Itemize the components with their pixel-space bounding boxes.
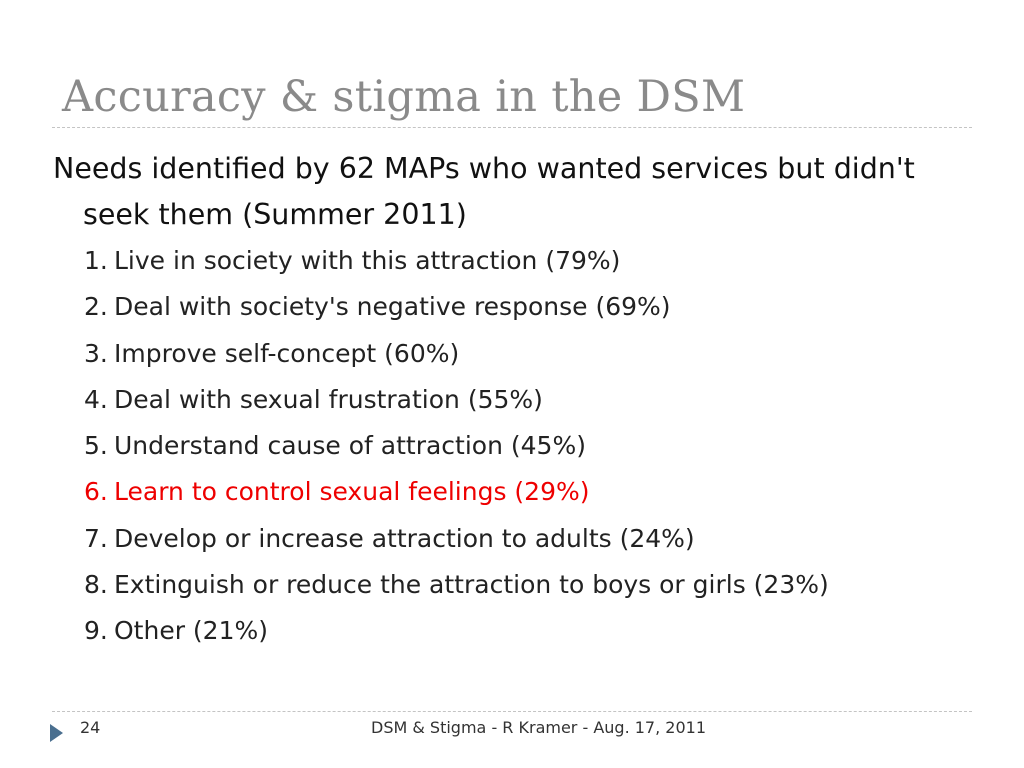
item-text: Other (21%) — [114, 616, 269, 646]
list-item: 3. Improve self-concept (60%) — [84, 331, 829, 377]
item-text: Learn to control sexual feelings (29%) — [114, 477, 590, 507]
item-number: 3. — [84, 338, 108, 368]
title-divider — [52, 127, 972, 128]
footer-divider — [52, 711, 972, 712]
intro-text: Needs identified by 62 MAPs who wanted s… — [53, 146, 993, 238]
list-item: 2. Deal with society's negative response … — [84, 284, 829, 330]
list-item: 8. Extinguish or reduce the attraction to… — [84, 562, 829, 608]
list-item: 7. Develop or increase attraction to adul… — [84, 516, 829, 562]
list-item: 1. Live in society with this attraction (… — [84, 238, 829, 284]
item-number: 8. — [84, 570, 108, 600]
list-item: 9. Other (21%) — [84, 608, 829, 654]
item-number: 2. — [84, 292, 108, 322]
footer-caption: DSM & Stigma - R Kramer - Aug. 17, 2011 — [371, 718, 706, 737]
intro-line-2: seek them (Summer 2011) — [83, 198, 467, 231]
slide-title: Accuracy & stigma in the DSM — [62, 72, 746, 122]
list-item-highlighted: 6. Learn to control sexual feelings (29%) — [84, 469, 829, 515]
item-text: Understand cause of attraction (45%) — [114, 431, 586, 461]
triangle-right-icon — [50, 724, 63, 742]
intro-line-1: Needs identified by 62 MAPs who wanted s… — [53, 152, 915, 185]
list-item: 4. Deal with sexual frustration (55%) — [84, 377, 829, 423]
item-text: Extinguish or reduce the attraction to b… — [114, 570, 829, 600]
item-number: 9. — [84, 616, 108, 646]
item-text: Deal with society's negative response (6… — [114, 292, 671, 322]
page-number: 24 — [80, 718, 101, 737]
item-number: 6. — [84, 477, 108, 507]
item-text: Live in society with this attraction (79… — [114, 246, 621, 275]
item-text: Deal with sexual frustration (55%) — [114, 384, 543, 414]
item-number: 5. — [84, 431, 108, 461]
needs-list: 1. Live in society with this attraction (… — [84, 238, 829, 655]
item-number: 7. — [84, 523, 108, 553]
item-text: Develop or increase attraction to adults… — [114, 523, 695, 553]
item-number: 1. — [84, 246, 108, 275]
item-text: Improve self-concept (60%) — [114, 338, 460, 368]
item-number: 4. — [84, 384, 108, 414]
list-item: 5. Understand cause of attraction (45%) — [84, 423, 829, 469]
